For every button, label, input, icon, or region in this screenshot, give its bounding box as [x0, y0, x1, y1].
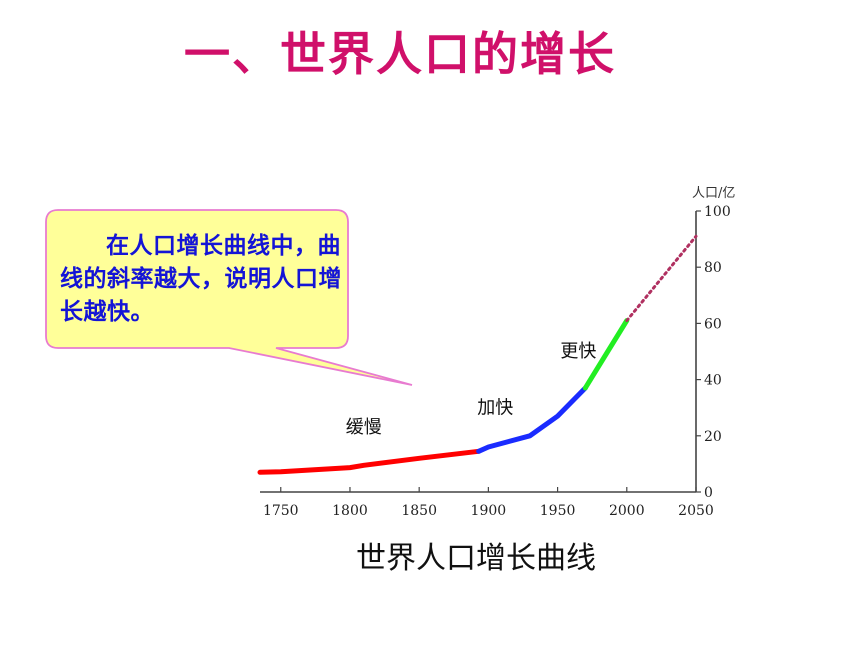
x-tick-label: 1950	[540, 503, 576, 519]
x-tick-label: 1800	[332, 503, 368, 519]
x-tick-label: 1750	[263, 503, 299, 519]
y-tick-label: 20	[704, 429, 722, 445]
chart-annotations: 缓慢 加快 更快	[346, 341, 597, 438]
annotation-label: 更快	[560, 341, 596, 362]
annotation-label: 缓慢	[346, 417, 382, 438]
x-tick-label: 2050	[678, 503, 714, 519]
y-tick-label: 60	[704, 316, 722, 332]
y-tick-label: 0	[704, 485, 713, 501]
y-tick-label: 100	[704, 204, 731, 220]
series-line-3	[582, 318, 630, 391]
projection-line	[625, 234, 698, 323]
y-axis-label: 人口/亿	[692, 186, 735, 201]
annotation-label: 加快	[477, 397, 513, 418]
population-chart: 1750 1800 1850 1900 1950 2000 2050 0 20 40 60 80 100…	[257, 186, 735, 519]
chart-axes: 1750 1800 1850 1900 1950 2000 2050 0 20 40 60 80 100…	[260, 186, 735, 519]
slide-title: 一、世界人口的增长	[184, 27, 616, 81]
x-tick-label: 1900	[471, 503, 507, 519]
series-line-2	[476, 385, 588, 454]
chart-series	[257, 234, 698, 475]
y-tick-label: 40	[704, 373, 722, 389]
y-tick-label: 80	[704, 260, 722, 276]
series-line-1	[257, 448, 482, 475]
chart-title: 世界人口增长曲线	[356, 541, 596, 576]
x-tick-label: 1850	[401, 503, 437, 519]
x-tick-label: 2000	[609, 503, 645, 519]
